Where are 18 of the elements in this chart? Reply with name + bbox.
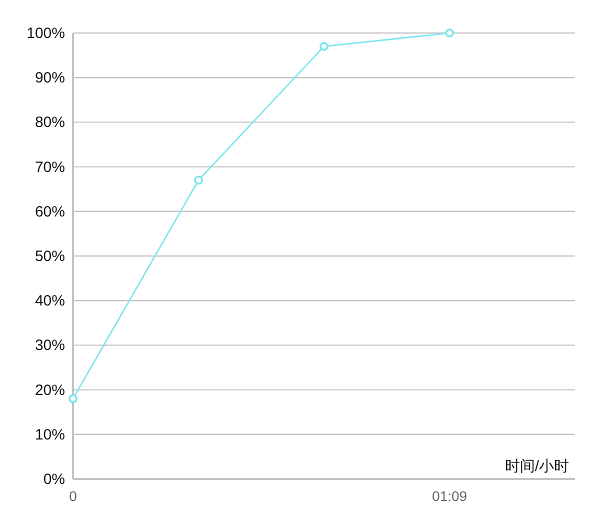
x-tick-label: 0 [69,488,78,504]
y-tick-label: 50% [34,248,65,265]
y-tick-label: 30% [34,337,65,354]
point [194,176,204,185]
y-tick-label: 20% [34,382,65,399]
y-tick-label: 60% [34,203,65,220]
y-tick-label: 80% [34,114,65,132]
y-tick-label: 10% [34,426,65,444]
y-tick-label: 100% [26,25,65,42]
y-tick-label: 40% [34,292,65,310]
y-tick-label: 90% [34,70,65,87]
y-tick-label: 0% [43,471,65,488]
y-tick-label: 70% [34,158,65,176]
x-axis-title: 时间/小时 [504,458,569,475]
point [68,394,78,404]
point [445,28,454,38]
x-tick-label: 01:09 [432,488,468,504]
point [320,42,329,51]
